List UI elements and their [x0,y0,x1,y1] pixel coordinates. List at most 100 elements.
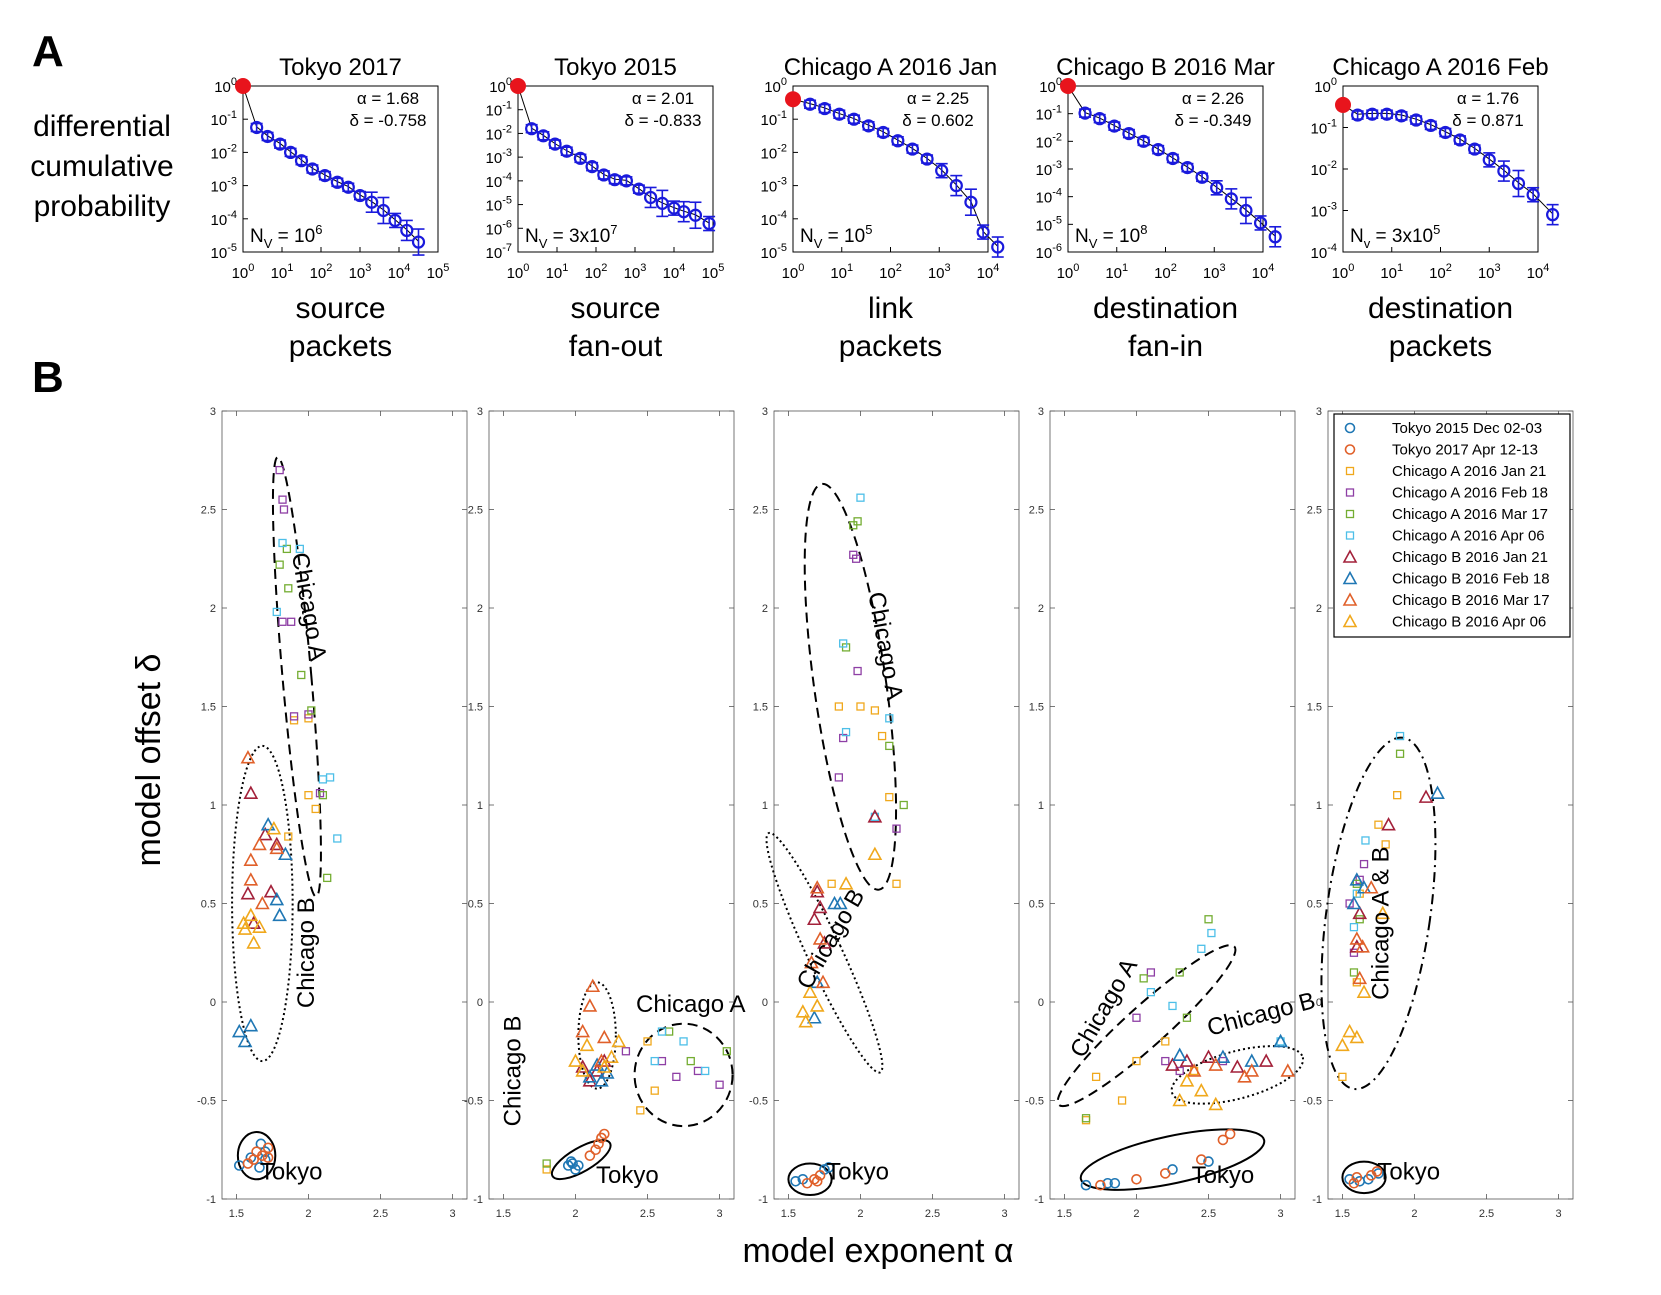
data-point [585,160,599,174]
y-tick-label: 10-3 [486,147,512,167]
y-tick-label: -0.5 [1303,1096,1322,1108]
data-point-square [1175,1066,1184,1076]
data-point-square [672,1072,681,1082]
data-point [1424,118,1438,133]
data-point-square [287,617,296,626]
plot-frame [773,410,1020,1200]
x-tick-label: 103 [1478,262,1501,282]
data-point [643,190,658,205]
data-point-triangle [798,1014,814,1028]
data-point [341,180,355,194]
y-tick-label: 10-5 [486,195,512,215]
b-xlabel: model exponent α [742,1232,1013,1270]
legend-marker-circle [1344,444,1356,455]
x-tick-label: 2 [305,1208,311,1220]
x-tick-label: 2.5 [1201,1208,1216,1220]
x-tick-label: 103 [928,262,951,282]
y-tick-label: 2 [1038,603,1044,615]
data-point-triangle [1237,1069,1252,1083]
data-point-circle [565,1156,577,1167]
x-tick-label: 102 [585,262,608,282]
data-point-triangle [807,1010,822,1024]
data-point [619,174,634,188]
data-point-triangle [611,1033,627,1048]
data-point-triangle [260,817,276,831]
data-point [935,164,949,178]
data-point-triangle [1208,1096,1224,1111]
y-tick-label: 100 [764,76,787,96]
y-tick-label: 1 [210,800,216,812]
y-tick-label: 1.5 [468,702,483,714]
data-point-square [318,791,328,800]
x-tick-label: 105 [427,262,450,282]
data-point [905,142,920,156]
data-point-square [1349,922,1359,932]
data-point-circle [1371,1166,1383,1177]
x-tick-label: 100 [782,262,805,282]
y-tick-label: 0.5 [1307,899,1322,911]
x-tick-label: 102 [310,262,333,282]
legend-marker-square [1345,531,1355,540]
data-point-triangle [838,876,854,890]
panel-a-letter: A [32,27,64,76]
data-point-triangle [231,1023,247,1038]
x-tick-label: 101 [1105,262,1128,282]
red-point [510,78,526,94]
legend-label: Chicago A 2016 Apr 06 [1392,528,1545,545]
cluster-ellipse-solid [1341,1160,1387,1195]
data-point [318,169,332,183]
nv-annotation: Nv = 3x105 [1350,222,1440,251]
data-point-triangle [252,919,267,933]
data-point [1224,192,1238,206]
scatter-panel-4: 1.5 2 2.5 3 -1 -0.5 0 0.5 1 1.5 2 2.5 3 Chicago A Chic… [1025,406,1318,1220]
y-tick-label: 10-1 [211,109,237,129]
data-point-square [278,495,287,504]
data-point-circle [598,1128,610,1140]
data-point-square [1146,968,1156,977]
x-tick-label: 100 [1057,262,1080,282]
data-point-triangle [809,884,825,898]
y-tick-label: 10-6 [486,218,512,238]
data-point-square [1361,836,1370,845]
panel-a-group: Tokyo 2017 100 101 102 103 104 105 100 10-1 10-2 1… [211,54,1560,363]
data-point-square [272,607,281,617]
data-point-circle [1102,1177,1113,1189]
data-point-triangle [1230,1059,1245,1073]
y-tick-label: 3 [762,406,768,418]
data-point-square [1218,1056,1228,1066]
y-tick-label: 10-1 [1036,104,1062,124]
dist-panel-xlabel: fan-out [569,330,663,363]
data-point-triangle [575,1023,591,1038]
cluster-ellipse-solid [236,1131,277,1181]
x-tick-label: 1.5 [496,1208,511,1220]
data-point-circle [245,1152,257,1163]
data-point-square [333,834,342,843]
y-tick-label: 10-3 [1036,159,1062,179]
data-point-triangle [252,836,267,851]
cluster-ellipse-dashed [271,456,322,898]
a-ylabel-line2: cumulative [30,150,173,183]
dist-panel-xlabel: destination [1093,292,1238,325]
x-tick-label: 104 [663,262,686,282]
legend-marker-square [1345,488,1355,497]
data-point [573,151,588,165]
data-point-square [1175,968,1184,977]
x-tick-label: 103 [1203,262,1226,282]
x-tick-label: 2.5 [925,1208,940,1220]
data-point-square [877,731,887,741]
panel-b-group: 1.5 2 2.5 3 -1 -0.5 0 0.5 1 1.5 2 2.5 3 Chicago A Chic… [197,406,1574,1220]
y-tick-label: 10-2 [761,142,787,162]
data-point-triangle [832,895,848,910]
legend-label: Chicago B 2016 Mar 17 [1392,592,1550,609]
plot-frame [242,85,439,253]
x-tick-label: 104 [977,262,1000,282]
y-tick-label: 2.5 [1307,505,1322,517]
data-point [1093,112,1107,126]
y-tick-label: 0.5 [753,899,768,911]
data-point [283,145,298,159]
x-tick-label: 100 [232,262,255,282]
cluster-ellipse-dashed [633,1022,734,1128]
data-point-triangle [579,1037,595,1052]
dist-panel-xlabel: packets [289,330,392,363]
